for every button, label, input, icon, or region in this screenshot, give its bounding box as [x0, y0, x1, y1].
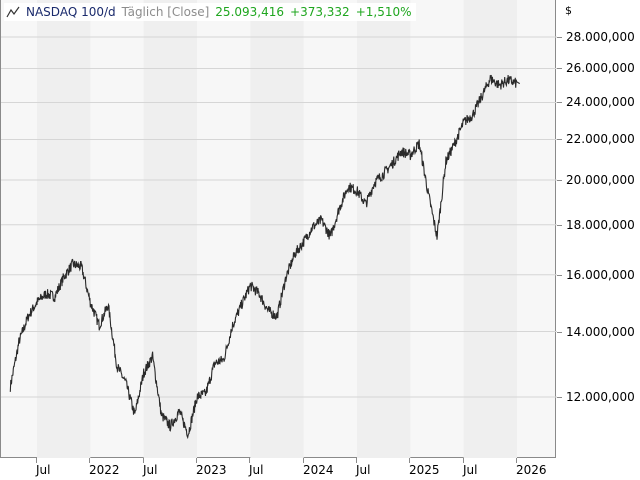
y-tick-label: 12.000,000: [566, 390, 635, 404]
currency-label: $: [565, 4, 572, 17]
x-tick-label: Jul: [463, 463, 478, 477]
x-tick-label: Jul: [356, 463, 371, 477]
y-tick: [557, 37, 562, 38]
chart-mode: Täglich [Close]: [121, 5, 210, 19]
x-tick: [303, 458, 304, 463]
x-tick-label: 2022: [89, 463, 120, 477]
price-change-pct: +1,510%: [355, 5, 412, 19]
y-tick-label: 24.000,000: [566, 95, 635, 109]
y-tick-label: 28.000,000: [566, 30, 635, 44]
y-tick: [557, 102, 562, 103]
price-line: [9, 74, 520, 440]
x-tick: [516, 458, 517, 463]
y-tick: [557, 180, 562, 181]
y-tick: [557, 139, 562, 140]
last-price: 25.093,416: [215, 5, 285, 19]
chart-plot-area[interactable]: NASDAQ 100/d Täglich [Close] 25.093,416 …: [0, 0, 557, 458]
y-tick: [557, 225, 562, 226]
line-chart-icon: [6, 6, 20, 18]
chart-legend: NASDAQ 100/d Täglich [Close] 25.093,416 …: [4, 3, 416, 21]
x-tick: [196, 458, 197, 463]
x-tick-label: 2025: [409, 463, 440, 477]
x-tick: [249, 458, 250, 463]
y-tick-label: 20.000,000: [566, 173, 635, 187]
x-tick: [36, 458, 37, 463]
x-tick: [89, 458, 90, 463]
x-tick-label: 2023: [196, 463, 227, 477]
y-tick-label: 26.000,000: [566, 61, 635, 75]
y-tick: [557, 275, 562, 276]
y-tick: [557, 68, 562, 69]
x-tick-label: 2026: [516, 463, 547, 477]
price-change: +373,332: [290, 5, 350, 19]
instrument-name[interactable]: NASDAQ 100/d: [26, 5, 116, 19]
x-tick-label: Jul: [36, 463, 51, 477]
x-tick-label: Jul: [249, 463, 264, 477]
y-tick: [557, 397, 562, 398]
x-tick: [463, 458, 464, 463]
y-tick-label: 18.000,000: [566, 218, 635, 232]
price-chart: [1, 0, 557, 458]
y-tick-label: 16.000,000: [566, 268, 635, 282]
y-tick: [557, 332, 562, 333]
x-tick-label: Jul: [143, 463, 158, 477]
x-tick: [409, 458, 410, 463]
x-tick-label: 2024: [303, 463, 334, 477]
x-tick: [143, 458, 144, 463]
y-tick-label: 22.000,000: [566, 132, 635, 146]
y-tick-label: 14.000,000: [566, 325, 635, 339]
x-tick: [356, 458, 357, 463]
